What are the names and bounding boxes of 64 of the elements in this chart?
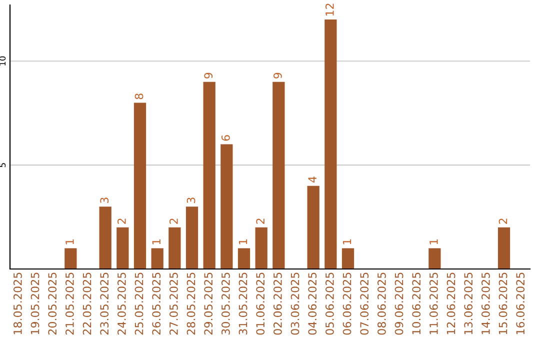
x-tick-label: 30.05.2025 [221, 272, 230, 335]
x-tick-label: 29.05.2025 [204, 272, 213, 335]
data-label: 9 [204, 72, 213, 78]
data-label: 6 [221, 135, 230, 141]
bar [324, 20, 337, 269]
x-tick-label: 23.05.2025 [100, 272, 109, 335]
data-label: 1 [238, 239, 248, 244]
data-label: 3 [186, 198, 196, 204]
bar [151, 248, 164, 269]
x-tick-label: 03.06.2025 [290, 272, 300, 335]
bar [272, 82, 285, 269]
data-label: 1 [66, 239, 74, 244]
bar [428, 248, 441, 269]
x-tick-label: 16.06.2025 [516, 272, 525, 334]
x-tick-label: 13.06.2025 [464, 272, 473, 334]
x-tick-label: 01.06.2025 [256, 272, 265, 335]
x-tick-label: 07.06.2025 [360, 272, 369, 335]
bar [116, 227, 129, 269]
bar [64, 248, 77, 269]
x-tick-label: 12.06.2025 [446, 272, 456, 334]
x-tick-label: 02.06.2025 [273, 272, 282, 335]
x-tick-label: 24.05.2025 [117, 272, 126, 335]
x-tick-label: 08.06.2025 [377, 272, 386, 335]
bar [203, 82, 216, 269]
data-label: 1 [152, 239, 160, 244]
x-tick-label: 15.06.2025 [498, 272, 508, 334]
data-label: 1 [430, 239, 438, 244]
data-label: 3 [100, 198, 109, 204]
x-tick-label: 09.06.2025 [394, 272, 404, 335]
x-tick-label: 31.05.2025 [238, 272, 248, 335]
x-tick-label: 19.05.2025 [30, 272, 40, 334]
x-tick-label: 21.05.2025 [65, 272, 74, 335]
x-tick-label: 18.05.2025 [13, 272, 22, 334]
x-tick-label: 27.05.2025 [169, 272, 178, 335]
data-label: 1 [342, 239, 352, 244]
x-tick-label: 25.05.2025 [134, 272, 144, 335]
bar [134, 102, 146, 269]
x-tick-label: 11.06.2025 [429, 272, 438, 334]
x-tick-label: 20.05.2025 [48, 272, 57, 335]
data-label: 2 [117, 218, 126, 224]
x-tick-label: 10.06.2025 [412, 272, 421, 334]
bar [168, 227, 181, 269]
data-label: 2 [498, 218, 508, 224]
data-label: 2 [256, 218, 264, 224]
x-tick-label: 22.05.2025 [82, 272, 92, 335]
x-tick-label: 05.06.2025 [325, 272, 334, 335]
data-label: 8 [134, 94, 144, 100]
bar [238, 248, 250, 269]
bar [307, 186, 320, 269]
bar [255, 227, 268, 269]
x-tick-label: 06.06.2025 [342, 272, 352, 335]
data-label: 4 [308, 176, 316, 183]
bar [342, 248, 354, 269]
x-tick-label: 28.05.2025 [186, 272, 196, 335]
bar [220, 144, 233, 269]
data-label: 12 [325, 4, 334, 16]
data-label: 2 [169, 218, 178, 224]
bar [99, 206, 112, 269]
bar [498, 227, 510, 269]
bar [186, 206, 198, 269]
x-tick-label: 26.05.2025 [152, 272, 161, 335]
x-tick-label: 04.06.2025 [308, 272, 317, 335]
data-label: 9 [273, 72, 282, 78]
x-tick-label: 14.06.2025 [481, 272, 490, 334]
